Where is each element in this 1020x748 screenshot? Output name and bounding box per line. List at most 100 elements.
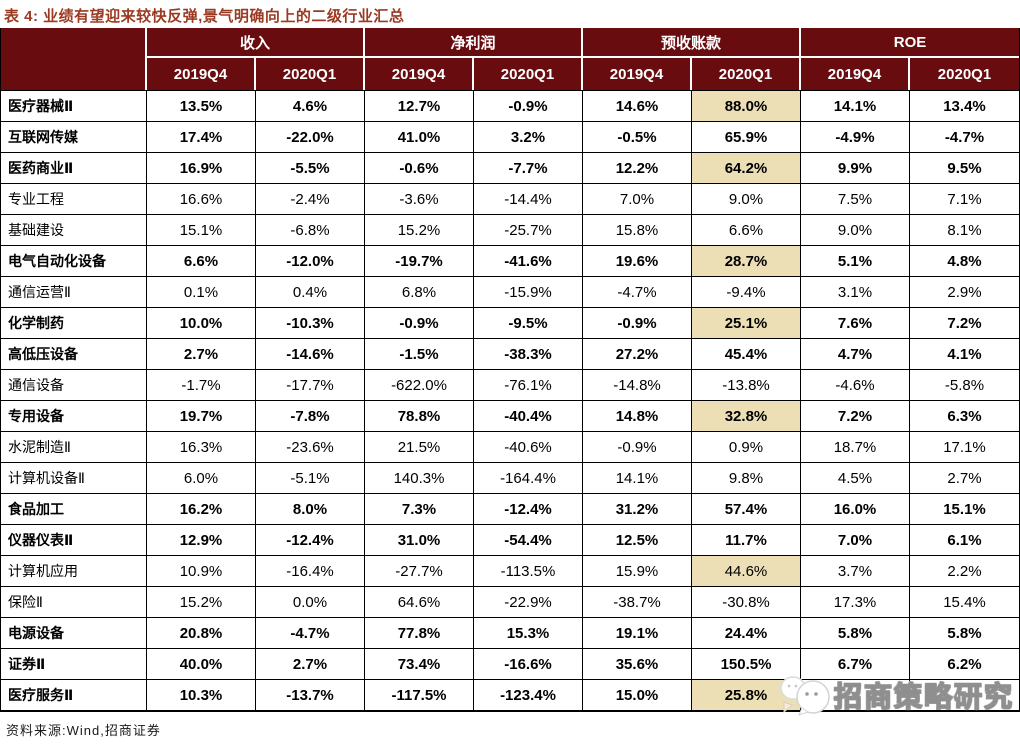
value-cell: 78.8% [365, 400, 474, 431]
header-corner-cell [1, 28, 147, 90]
value-cell: 13.5% [147, 90, 256, 121]
value-cell: -19.7% [365, 245, 474, 276]
value-cell: 0.4% [256, 276, 365, 307]
value-cell: 19.1% [583, 617, 692, 648]
value-cell: -0.9% [474, 90, 583, 121]
value-cell: -5.1% [256, 462, 365, 493]
row-label-cell: 通信运营Ⅱ [1, 276, 147, 307]
value-cell: 15.4% [910, 586, 1019, 617]
value-cell: -0.6% [365, 152, 474, 183]
quarter-subheader: 2020Q1 [910, 58, 1019, 90]
value-cell: 3.2% [474, 121, 583, 152]
value-cell: -13.7% [256, 679, 365, 710]
value-cell: 14.6% [583, 90, 692, 121]
value-cell: -17.7% [256, 369, 365, 400]
group-header: ROE [801, 28, 1019, 58]
value-cell: 16.0% [801, 493, 910, 524]
value-cell: 7.1% [910, 183, 1019, 214]
row-label-cell: 仪器仪表Ⅱ [1, 524, 147, 555]
quarter-subheader: 2020Q1 [474, 58, 583, 90]
value-cell: -1.5% [365, 338, 474, 369]
value-cell: 14.1% [583, 462, 692, 493]
value-cell: -6.8% [256, 214, 365, 245]
value-cell: 7.0% [583, 183, 692, 214]
value-cell: 15.0% [583, 679, 692, 710]
value-cell: 15.3% [474, 617, 583, 648]
value-cell: -9.4% [692, 276, 801, 307]
value-cell: 140.3% [365, 462, 474, 493]
value-cell: 7.3% [365, 493, 474, 524]
row-label-cell: 食品加工 [1, 493, 147, 524]
value-cell: 12.7% [365, 90, 474, 121]
value-cell: -41.6% [474, 245, 583, 276]
value-cell: -25.7% [474, 214, 583, 245]
value-cell: 3.7% [801, 555, 910, 586]
value-cell: -622.0% [365, 369, 474, 400]
value-cell: 6.7% [801, 648, 910, 679]
value-cell: 19.6% [583, 245, 692, 276]
value-cell: 77.8% [365, 617, 474, 648]
value-cell: 15.1% [910, 493, 1019, 524]
value-cell: 13.4% [910, 90, 1019, 121]
row-label-cell: 医疗器械Ⅱ [1, 90, 147, 121]
value-cell: 2.7% [910, 462, 1019, 493]
value-cell: 18.7% [801, 431, 910, 462]
value-cell: -5.5% [256, 152, 365, 183]
value-cell: 64.6% [365, 586, 474, 617]
value-cell: 40.0% [147, 648, 256, 679]
value-cell: -12.4% [256, 524, 365, 555]
value-cell: 17.1% [910, 431, 1019, 462]
value-cell: 7.6% [801, 307, 910, 338]
group-header: 净利润 [365, 28, 583, 58]
value-cell: 31.0% [365, 524, 474, 555]
group-header: 预收账款 [583, 28, 801, 58]
value-cell: 57.4% [692, 493, 801, 524]
value-cell: -76.1% [474, 369, 583, 400]
value-cell: -0.9% [583, 431, 692, 462]
value-cell: 4.5% [801, 462, 910, 493]
value-cell: -4.7% [256, 617, 365, 648]
value-cell: 14.8% [583, 400, 692, 431]
value-cell: -12.0% [256, 245, 365, 276]
value-cell: -14.4% [474, 183, 583, 214]
value-cell: 10.0% [147, 307, 256, 338]
value-cell: 2.9% [910, 276, 1019, 307]
row-label-cell: 电气自动化设备 [1, 245, 147, 276]
value-cell: 31.2% [583, 493, 692, 524]
value-cell: 6.0% [147, 462, 256, 493]
quarter-subheader: 2020Q1 [256, 58, 365, 90]
value-cell: -7.7% [474, 152, 583, 183]
value-cell: 19.7% [147, 400, 256, 431]
value-cell: 4.7% [801, 338, 910, 369]
value-cell: 32.8% [692, 400, 801, 431]
row-label-cell: 互联网传媒 [1, 121, 147, 152]
value-cell: 41.0% [365, 121, 474, 152]
value-cell: 2.7% [147, 338, 256, 369]
row-label-cell: 电源设备 [1, 617, 147, 648]
value-cell: -16.6% [474, 648, 583, 679]
row-label-cell: 计算机设备Ⅱ [1, 462, 147, 493]
value-cell: -7.8% [256, 400, 365, 431]
quarter-subheader: 2019Q4 [365, 58, 474, 90]
value-cell: 17.3% [801, 586, 910, 617]
row-label-cell: 专用设备 [1, 400, 147, 431]
value-cell: 5.8% [910, 617, 1019, 648]
value-cell: -123.4% [474, 679, 583, 710]
value-cell: 150.5% [692, 648, 801, 679]
value-cell: -5.8% [910, 369, 1019, 400]
value-cell: 6.3% [910, 400, 1019, 431]
table-title: 表 4: 业绩有望迎来较快反弹,景气明确向上的二级行业汇总 [4, 8, 405, 25]
value-cell: 15.8% [583, 214, 692, 245]
value-cell: 0.0% [256, 586, 365, 617]
value-cell: 12.5% [583, 524, 692, 555]
value-cell: -9.5% [474, 307, 583, 338]
value-cell: 6.1% [910, 524, 1019, 555]
value-cell: 9.9% [801, 152, 910, 183]
value-cell: 28.7% [692, 245, 801, 276]
value-cell: 16.2% [147, 493, 256, 524]
value-cell: -13.8% [692, 369, 801, 400]
row-label-cell: 专业工程 [1, 183, 147, 214]
value-cell: 44.6% [692, 555, 801, 586]
quarter-subheader: 2019Q4 [583, 58, 692, 90]
value-cell: -4.7% [910, 121, 1019, 152]
